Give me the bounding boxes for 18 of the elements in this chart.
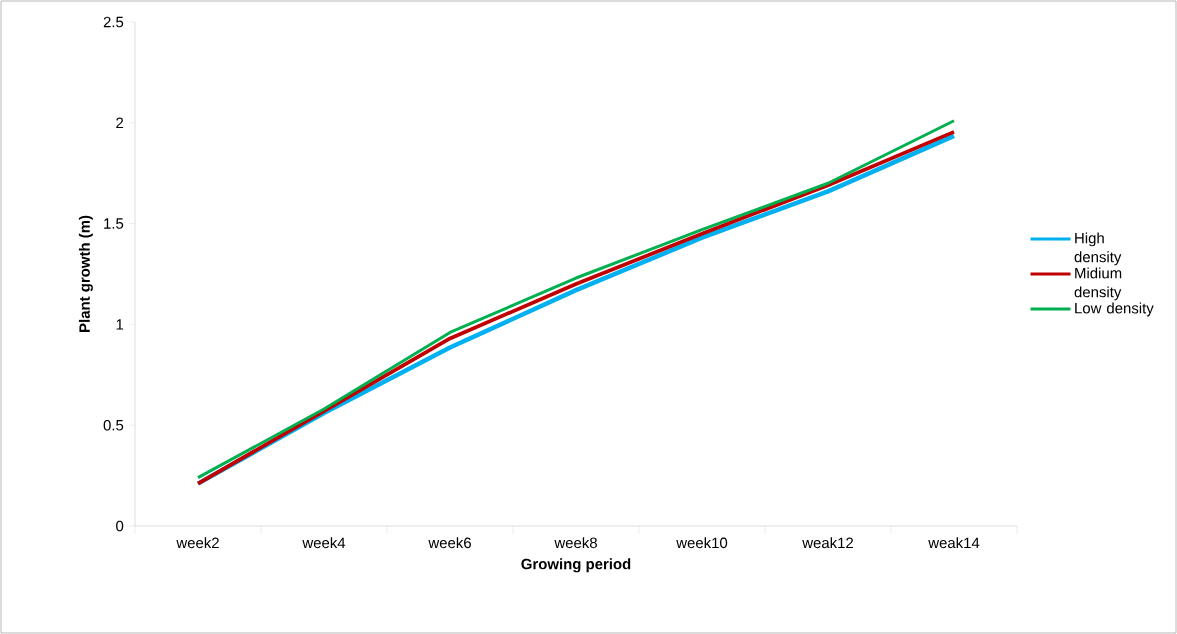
y-axis-title: Plant growth (m) — [78, 215, 93, 332]
legend-label: Low density — [1075, 302, 1154, 317]
y-tick-label: 1.5 — [104, 218, 124, 229]
x-tick-label: weak14 — [928, 537, 980, 549]
x-tick-label: week10 — [676, 537, 728, 549]
legend-label: Midium density — [1074, 267, 1122, 301]
x-tick-label: week2 — [176, 537, 219, 549]
y-tick-label: 2 — [116, 117, 124, 128]
legend-label: High density — [1074, 232, 1122, 266]
y-tick-label: 2.5 — [103, 16, 124, 28]
y-tick-label: 1 — [116, 319, 124, 330]
y-tick-label: 0 — [116, 520, 124, 532]
x-tick-label: week8 — [554, 537, 597, 549]
x-axis-title: Growing period — [521, 558, 631, 573]
x-tick-label: week6 — [428, 537, 471, 549]
x-tick-label: week4 — [302, 537, 346, 549]
x-tick-label: weak12 — [802, 537, 854, 549]
y-tick-label: 0.5 — [103, 419, 124, 431]
